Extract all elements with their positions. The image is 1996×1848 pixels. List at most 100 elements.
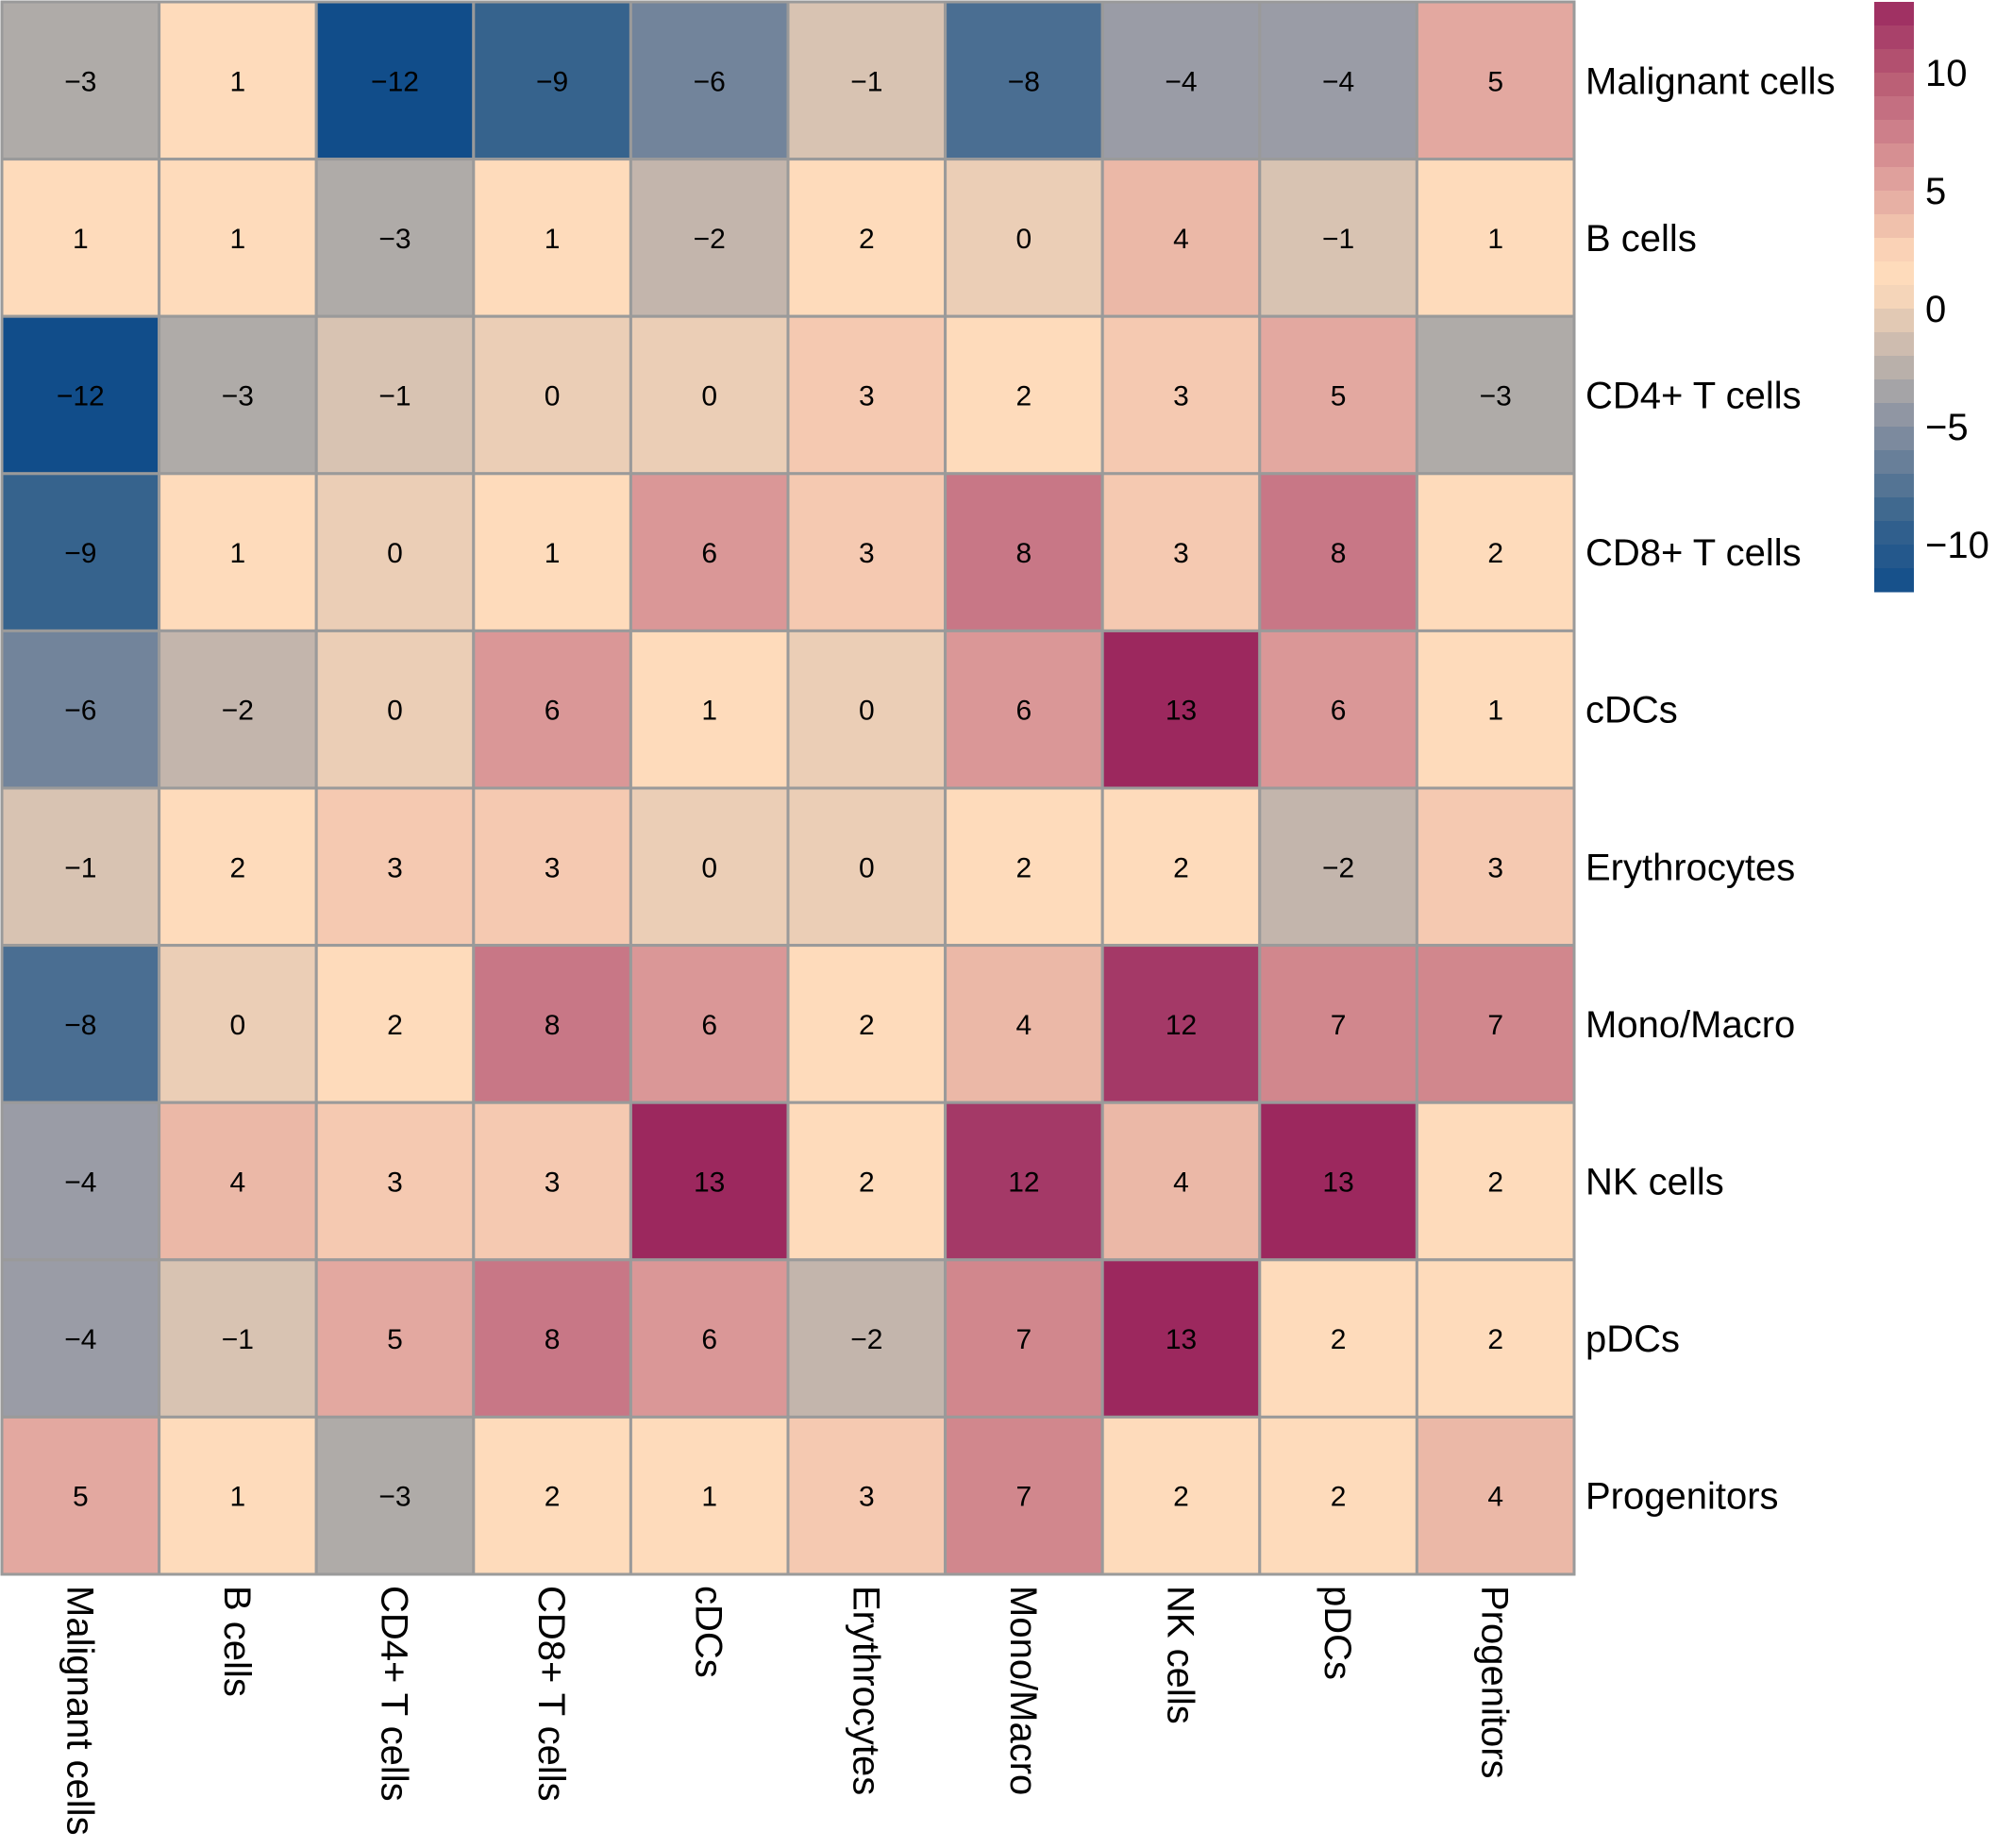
cell-value-label: 5 — [387, 1324, 403, 1355]
cell-value-label: 4 — [230, 1168, 246, 1199]
cell-value-label: 0 — [1016, 224, 1032, 255]
cell-value-label: −3 — [64, 66, 96, 97]
cell-value-label: −8 — [64, 1010, 96, 1041]
cell-value-label: −1 — [850, 66, 882, 97]
colorbar-tick-label: −5 — [1925, 407, 1969, 448]
heatmap-cell — [472, 944, 632, 1104]
cell-value-label: 13 — [1322, 1168, 1353, 1199]
cell-value-label: 2 — [1487, 1168, 1503, 1199]
cell-value-label: 2 — [230, 852, 246, 883]
row-label: cDCs — [1585, 690, 1678, 731]
cell-value-label: 0 — [230, 1010, 246, 1041]
cell-value-label: 3 — [1173, 381, 1189, 412]
cell-value-label: 7 — [1016, 1324, 1032, 1355]
heatmap-cell — [158, 314, 318, 476]
cell-value-label: 0 — [859, 696, 875, 727]
cell-value-label: −12 — [371, 66, 419, 97]
row-labels: Malignant cells B cells CD4+ T cells CD8+ T… — [1585, 60, 1836, 1517]
column-label: CD4+ T cells — [374, 1586, 415, 1802]
cell-value-label: −9 — [536, 66, 568, 97]
cell-value-label: 3 — [1173, 538, 1189, 569]
cell-value-label: 4 — [1016, 1010, 1032, 1041]
cell-value-label: −4 — [1165, 66, 1197, 97]
heatmap-cell — [1100, 1100, 1262, 1262]
heatmap-cell — [1100, 1258, 1262, 1419]
cell-value-label: 3 — [387, 1168, 403, 1199]
heatmap-cell — [314, 1415, 476, 1576]
colorbar-segment — [1874, 49, 1914, 74]
cell-value-label: −2 — [850, 1324, 882, 1355]
cell-value-label: 3 — [387, 852, 403, 883]
heatmap-cell — [0, 1415, 161, 1576]
cell-value-label: 13 — [1166, 1324, 1197, 1355]
cell-value-label: 5 — [73, 1482, 89, 1513]
colorbar-legend: 10 5 0 −5 −10 — [1874, 2, 1989, 593]
colorbar-segment — [1874, 379, 1914, 404]
heatmap-cell — [1258, 314, 1418, 476]
cell-value-label: 4 — [1173, 224, 1189, 255]
row-label: NK cells — [1585, 1162, 1724, 1203]
cell-value-label: 2 — [1487, 538, 1503, 569]
colorbar-tick-label: 10 — [1925, 53, 1968, 94]
heatmap-cell — [0, 786, 161, 948]
cell-value-label: −4 — [1322, 66, 1354, 97]
cell-value-label: 0 — [387, 538, 403, 569]
heatmap-cell — [786, 1415, 948, 1576]
row-label: Progenitors — [1585, 1476, 1779, 1518]
colorbar-tick-label: 0 — [1925, 289, 1946, 330]
colorbar-segment — [1874, 96, 1914, 121]
colorbar-segment — [1874, 120, 1914, 144]
heatmap-cell — [629, 1100, 790, 1262]
cell-value-label: 7 — [1331, 1010, 1347, 1041]
cell-value-label: 0 — [701, 852, 717, 883]
cell-value-label: 7 — [1487, 1010, 1503, 1041]
cell-value-label: −6 — [64, 696, 96, 727]
colorbar-segment — [1874, 403, 1914, 428]
heatmap-cell — [1415, 629, 1576, 790]
colorbar-segment — [1874, 73, 1914, 97]
heatmap-cell — [158, 0, 318, 161]
column-label: pDCs — [1317, 1586, 1358, 1680]
cell-value-label: 2 — [1173, 1482, 1189, 1513]
heatmap-cell — [0, 1258, 161, 1419]
cell-value-label: −3 — [1480, 381, 1512, 412]
heatmap-cell — [314, 1258, 476, 1419]
heatmap-cell — [0, 314, 161, 476]
colorbar-segment — [1874, 238, 1914, 262]
cell-value-label: 6 — [545, 696, 561, 727]
cell-value-label: −3 — [378, 1482, 411, 1513]
heatmap-cell — [944, 472, 1104, 632]
column-label: CD8+ T cells — [530, 1586, 572, 1802]
colorbar-segment — [1874, 521, 1914, 546]
cell-value-label: 8 — [1016, 538, 1032, 569]
colorbar-segment — [1874, 450, 1914, 475]
heatmap-cell — [1100, 0, 1262, 161]
colorbar-segment — [1874, 474, 1914, 498]
heatmap-cell — [944, 629, 1104, 790]
cell-value-label: 8 — [545, 1324, 561, 1355]
cell-value-label: 3 — [1487, 852, 1503, 883]
cell-value-label: −1 — [222, 1324, 254, 1355]
cell-value-label: 1 — [701, 1482, 717, 1513]
heatmap-cell — [1258, 786, 1418, 948]
heatmap-cell — [944, 1415, 1104, 1576]
heatmap-cell — [629, 629, 790, 790]
colorbar-segment — [1874, 545, 1914, 569]
cell-value-label: 6 — [701, 1324, 717, 1355]
row-label: Erythrocytes — [1585, 847, 1795, 888]
cell-value-label: 3 — [859, 1482, 875, 1513]
heatmap-cell — [472, 158, 632, 318]
heatmap-cell — [158, 1258, 318, 1419]
heatmap-cell — [786, 472, 948, 632]
heatmap-cell — [314, 0, 476, 161]
cell-value-label: 0 — [859, 852, 875, 883]
heatmap-cell — [1100, 944, 1262, 1104]
cell-value-label: −9 — [64, 538, 96, 569]
row-label: Malignant cells — [1585, 60, 1836, 102]
cell-value-label: −6 — [694, 66, 726, 97]
cell-value-label: −2 — [694, 224, 726, 255]
heatmap-cell — [314, 629, 476, 790]
heatmap-cell — [944, 944, 1104, 1104]
cell-value-label: 6 — [701, 538, 717, 569]
